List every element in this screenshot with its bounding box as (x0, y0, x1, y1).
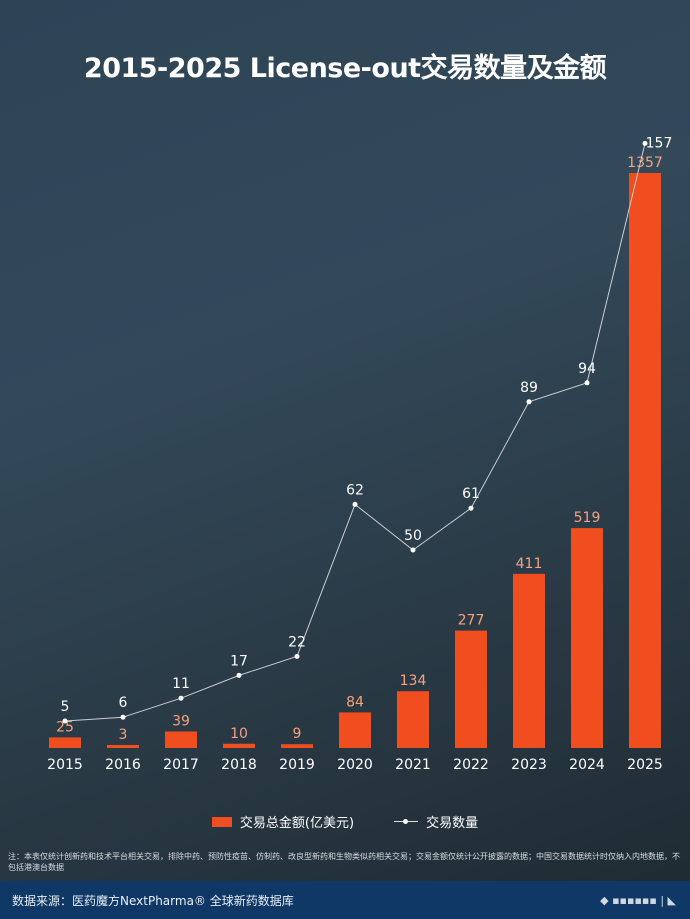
bar-2023 (513, 573, 545, 748)
chart-title: 2015-2025 License-out交易数量及金额 (83, 53, 607, 84)
bar-label-2023: 411 (516, 556, 543, 572)
legend-line-swatch (394, 819, 419, 824)
x-tick-2018: 2018 (221, 757, 257, 773)
bar-2018 (223, 743, 255, 748)
legend-item-amount: 交易总金额(亿美元) (211, 812, 355, 831)
bar-2021 (397, 691, 429, 748)
count-point-2024 (584, 380, 590, 386)
x-tick-2024: 2024 (569, 757, 605, 773)
count-label-2024: 94 (578, 361, 596, 377)
count-label-2016: 6 (119, 695, 128, 711)
count-label-2022: 61 (462, 486, 480, 502)
bar-label-2022: 277 (458, 613, 485, 629)
bar-2022 (455, 630, 487, 748)
bar-label-2025: 1357 (627, 155, 663, 171)
bar-2015 (49, 737, 81, 748)
brand-logo: ◆ ▪▪▪▪▪▪ | ◣ (600, 893, 676, 907)
x-tick-2020: 2020 (337, 757, 373, 773)
bar-2019 (281, 744, 313, 748)
x-tick-2019: 2019 (279, 757, 315, 773)
x-tick-2015: 2015 (47, 757, 83, 773)
count-point-2025 (642, 140, 648, 146)
footnote: 注：本表仅统计创新药和技术平台相关交易，排除中药、预防性疫苗、仿制药、改良型新药… (8, 852, 680, 872)
bar-2017 (165, 731, 197, 748)
legend-label-count: 交易数量 (426, 816, 479, 831)
count-point-2021 (410, 547, 416, 553)
count-point-2020 (352, 501, 358, 507)
x-tick-2016: 2016 (105, 757, 141, 773)
bar-label-2016: 3 (119, 727, 128, 743)
count-label-2017: 11 (172, 676, 190, 692)
count-label-2015: 5 (61, 699, 70, 715)
bar-label-2021: 134 (400, 673, 427, 689)
legend-bar-swatch (211, 816, 232, 827)
count-label-2020: 62 (346, 482, 364, 498)
count-point-2018 (236, 672, 242, 678)
bar-2025 (629, 173, 661, 748)
x-tick-2017: 2017 (163, 757, 199, 773)
bar-label-2018: 10 (230, 726, 248, 742)
count-label-2018: 17 (230, 653, 248, 669)
legend: 交易总金额(亿美元) 交易数量 (0, 812, 690, 831)
count-point-2017 (178, 695, 184, 701)
x-tick-2025: 2025 (627, 757, 663, 773)
x-tick-2022: 2022 (453, 757, 489, 773)
count-point-2022 (468, 505, 474, 511)
bar-label-2020: 84 (346, 694, 364, 710)
bar-label-2019: 9 (293, 726, 302, 742)
count-label-2021: 50 (404, 528, 422, 544)
chart: 25 2015 3 2016 39 2017 10 2018 9 2019 84 2020 134 202… (47, 135, 673, 773)
count-line (64, 143, 646, 722)
bar-2024 (571, 528, 603, 748)
count-label-2019: 22 (288, 634, 306, 650)
footer-bar: 数据来源：医药魔方NextPharma® 全球新药数据库 ◆ ▪▪▪▪▪▪ | … (0, 881, 690, 919)
x-tick-2021: 2021 (395, 757, 431, 773)
bar-label-2024: 519 (574, 510, 601, 526)
legend-label-amount: 交易总金额(亿美元) (239, 816, 355, 831)
count-point-2023 (526, 399, 532, 405)
count-point-2015 (62, 718, 68, 724)
legend-item-count: 交易数量 (394, 812, 478, 831)
bar-label-2015: 25 (56, 719, 74, 735)
count-point-2019 (294, 653, 300, 659)
count-point-2016 (120, 714, 126, 720)
bar-label-2017: 39 (172, 713, 190, 729)
x-tick-2023: 2023 (511, 757, 547, 773)
bar-2020 (339, 712, 371, 748)
bar-2016 (107, 745, 139, 748)
count-label-2023: 89 (520, 380, 538, 396)
data-source: 数据来源：医药魔方NextPharma® 全球新药数据库 (12, 893, 294, 908)
count-label-2025: 157 (646, 135, 673, 151)
